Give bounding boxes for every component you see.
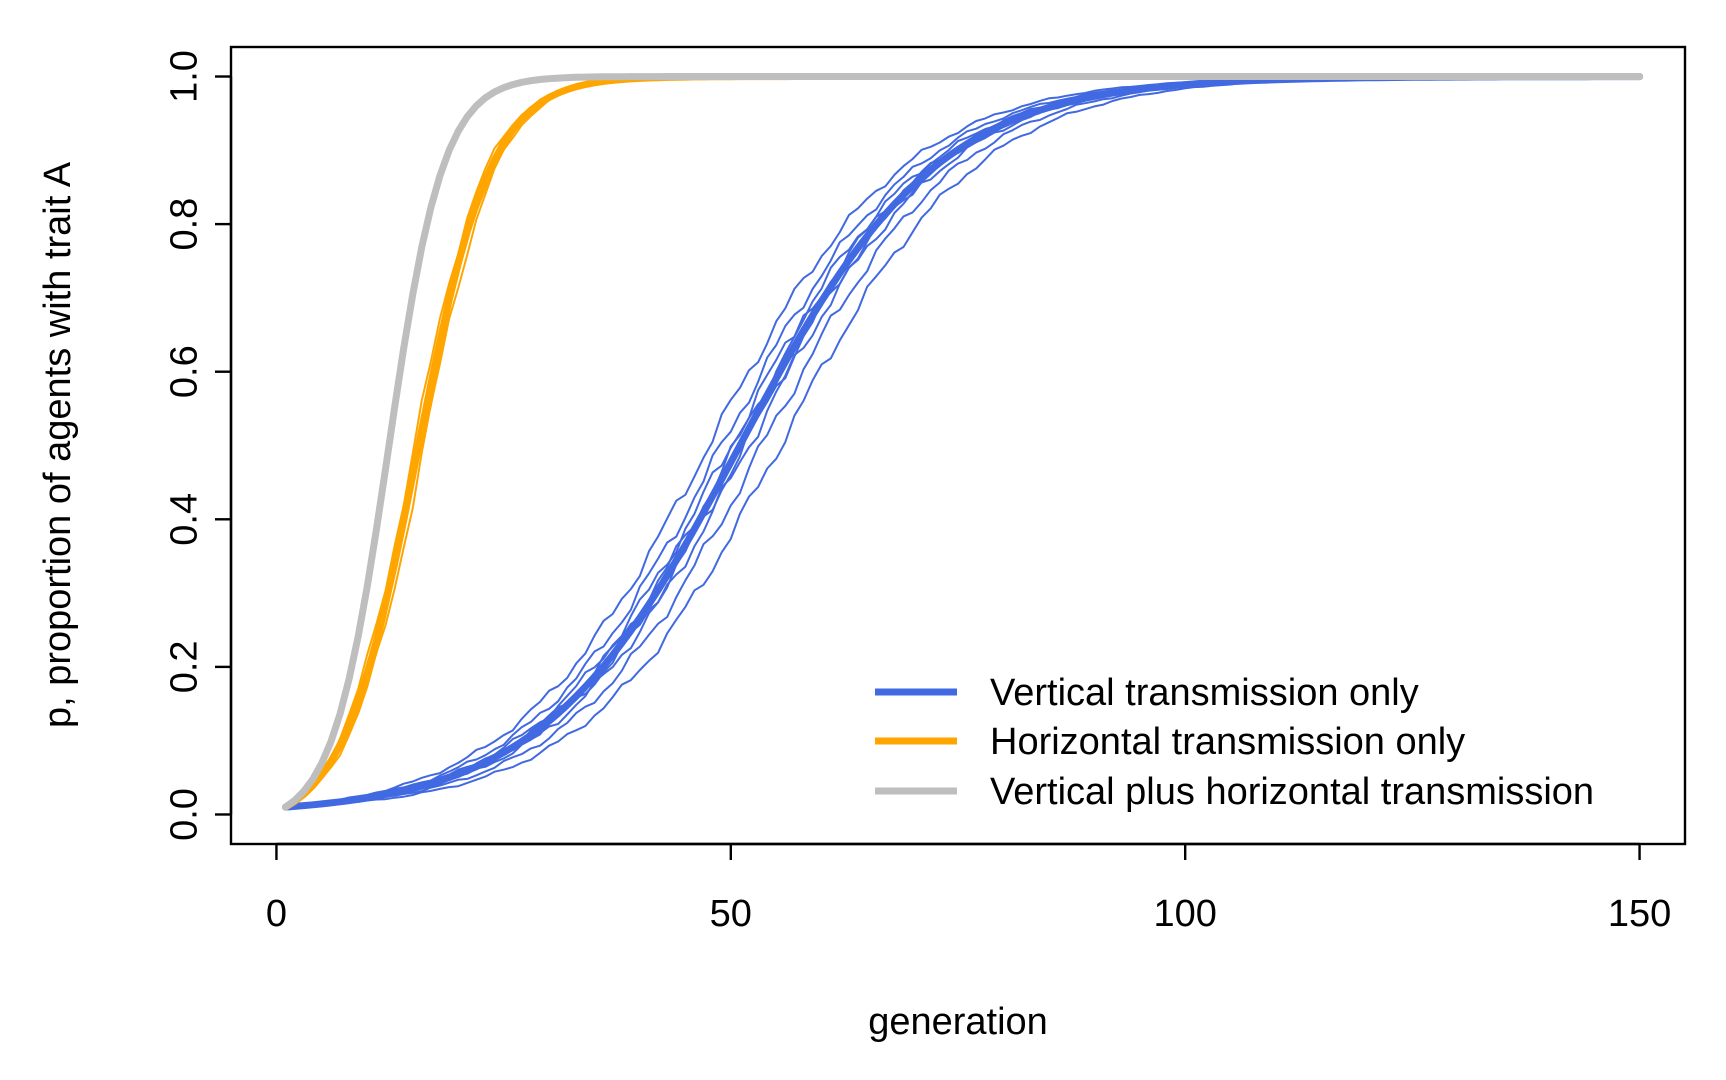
y-tick-label: 0.0 xyxy=(163,788,205,841)
y-tick-0.0: 0.0 xyxy=(163,788,231,841)
x-axis-title: generation xyxy=(868,1001,1048,1043)
legend-item-vertical-plus-horizontal: Vertical plus horizontal transmission xyxy=(875,771,1594,813)
legend-label: Vertical plus horizontal transmission xyxy=(990,771,1594,813)
x-tick-100: 100 xyxy=(1153,844,1217,935)
legend-item-vertical: Vertical transmission only xyxy=(875,672,1419,714)
y-tick-label: 0.6 xyxy=(163,345,205,398)
x-tick-label: 0 xyxy=(266,893,287,935)
y-axis: 0.0 0.2 0.4 0.6 0.8 1.0 p, proportion of… xyxy=(37,50,233,841)
y-tick-label: 1.0 xyxy=(163,50,205,103)
legend: Vertical transmission only Horizontal tr… xyxy=(875,672,1594,813)
legend-item-horizontal: Horizontal transmission only xyxy=(875,721,1465,763)
legend-label: Horizontal transmission only xyxy=(990,721,1465,763)
x-tick-150: 150 xyxy=(1608,844,1671,935)
y-tick-0.4: 0.4 xyxy=(163,493,231,546)
y-tick-0.6: 0.6 xyxy=(163,345,231,398)
mean-line-vertical-plus-horizontal xyxy=(282,73,1644,811)
y-tick-0.8: 0.8 xyxy=(163,198,231,251)
x-tick-label: 50 xyxy=(710,893,752,935)
y-tick-label: 0.2 xyxy=(163,640,205,693)
mean-curves xyxy=(282,73,1644,811)
y-axis-title: p, proportion of agents with trait A xyxy=(37,161,79,728)
y-tick-label: 0.4 xyxy=(163,493,205,546)
x-tick-50: 50 xyxy=(710,844,752,935)
x-tick-label: 100 xyxy=(1153,893,1216,935)
y-tick-1.0: 1.0 xyxy=(163,50,231,103)
y-tick-label: 0.8 xyxy=(163,198,205,251)
x-tick-0: 0 xyxy=(266,844,287,935)
legend-label: Vertical transmission only xyxy=(990,672,1419,714)
x-axis: 0 50 100 150 generation xyxy=(266,842,1671,1043)
x-tick-label: 150 xyxy=(1608,893,1671,935)
y-tick-0.2: 0.2 xyxy=(163,640,231,693)
